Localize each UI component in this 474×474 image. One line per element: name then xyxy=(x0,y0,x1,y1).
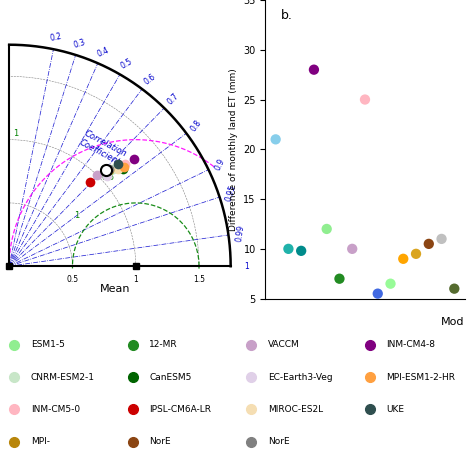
Text: 0.99: 0.99 xyxy=(235,224,246,242)
Text: 0.2: 0.2 xyxy=(49,32,63,43)
Text: VACCM: VACCM xyxy=(268,340,300,349)
Text: CanESM5: CanESM5 xyxy=(149,373,191,382)
Text: 0.95: 0.95 xyxy=(224,184,238,203)
Point xyxy=(348,245,356,253)
Text: INM-CM4-8: INM-CM4-8 xyxy=(386,340,435,349)
Text: 12-MR: 12-MR xyxy=(149,340,178,349)
Text: IPSL-CM6A-LR: IPSL-CM6A-LR xyxy=(149,405,211,414)
Text: INM-CM5-0: INM-CM5-0 xyxy=(31,405,80,414)
Text: 0.8: 0.8 xyxy=(189,118,203,134)
Text: b.: b. xyxy=(282,9,293,22)
Text: MPI-: MPI- xyxy=(31,437,50,446)
Point xyxy=(297,247,305,255)
Text: UKE: UKE xyxy=(386,405,404,414)
Text: MIROC-ES2L: MIROC-ES2L xyxy=(268,405,323,414)
Point xyxy=(400,255,407,263)
Text: 0.5: 0.5 xyxy=(66,275,79,284)
Text: 1: 1 xyxy=(133,275,138,284)
Point xyxy=(284,245,292,253)
Text: NorE: NorE xyxy=(268,437,290,446)
Text: 0.3: 0.3 xyxy=(72,37,86,49)
Point xyxy=(374,290,382,298)
Text: 1.5: 1.5 xyxy=(193,275,205,284)
Point xyxy=(310,66,318,73)
Text: 0.9: 0.9 xyxy=(213,157,226,172)
Text: EC-Earth3-Veg: EC-Earth3-Veg xyxy=(268,373,332,382)
Point xyxy=(450,285,458,292)
Text: Mod: Mod xyxy=(441,317,465,327)
Text: CNRM-ESM2-1: CNRM-ESM2-1 xyxy=(31,373,95,382)
Text: 0.4: 0.4 xyxy=(95,46,110,59)
Text: MPI-ESM1-2-HR: MPI-ESM1-2-HR xyxy=(386,373,456,382)
Text: Correlation
Coefficient: Correlation Coefficient xyxy=(77,128,128,167)
Text: 1: 1 xyxy=(13,129,18,138)
Text: ESM1-5: ESM1-5 xyxy=(31,340,64,349)
Point xyxy=(438,235,446,243)
Point xyxy=(361,96,369,103)
Y-axis label: Difference of monthly land ET (mm): Difference of monthly land ET (mm) xyxy=(228,68,237,231)
Text: 0.6: 0.6 xyxy=(142,72,157,87)
Text: NorE: NorE xyxy=(149,437,171,446)
Text: 1: 1 xyxy=(73,211,79,220)
Point xyxy=(412,250,420,258)
Point xyxy=(323,225,330,233)
Point xyxy=(336,275,343,283)
Point xyxy=(387,280,394,287)
Point xyxy=(272,136,280,143)
Text: 0.5: 0.5 xyxy=(101,173,114,182)
Text: 0.5: 0.5 xyxy=(118,57,134,71)
Text: 1: 1 xyxy=(244,262,249,271)
Point xyxy=(425,240,433,248)
Text: Mean: Mean xyxy=(100,284,131,294)
Text: 0.7: 0.7 xyxy=(165,92,180,107)
